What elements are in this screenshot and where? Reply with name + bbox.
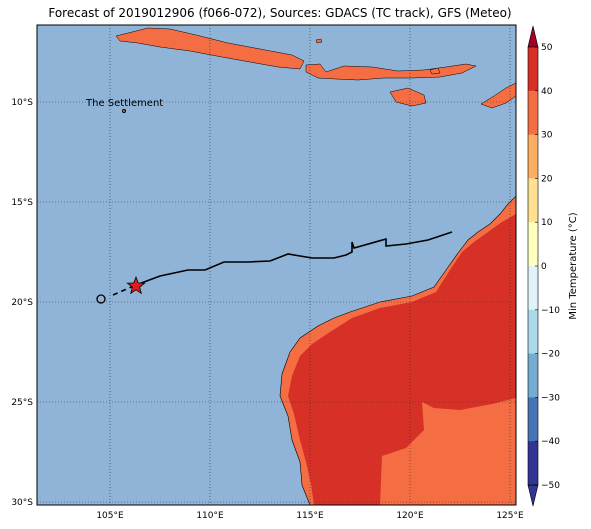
colorbar-tick-label: 10: [541, 218, 553, 228]
colorbar-tick-label: −50: [541, 481, 560, 491]
lon-tick: 125°E: [496, 511, 524, 521]
colorbar-band: [528, 309, 538, 355]
map-area: The Settlement: [37, 25, 516, 505]
colorbar-band: [528, 397, 538, 442]
colorbar-band: [528, 266, 538, 311]
lat-axis: 10°S 15°S 20°S 25°S 30°S: [11, 98, 33, 508]
storm-track-line: [135, 231, 453, 286]
lesser-sunda-islands: [305, 63, 477, 81]
lat-tick: 25°S: [11, 398, 33, 408]
lon-axis: 105°E 110°E 115°E 120°E 125°E: [96, 511, 524, 521]
australia-hot-zone: [288, 214, 516, 505]
colorbar-tick-label: −30: [541, 393, 560, 403]
colorbar-band: [528, 47, 538, 92]
storm-origin-marker: [96, 294, 106, 304]
colorbar-band: [528, 353, 538, 398]
small-island-dot: [123, 110, 125, 112]
lon-tick: 110°E: [196, 511, 224, 521]
colorbar-title: Min Temperature (°C): [568, 212, 579, 319]
colorbar: 50 40 30 20 10 0 −10 −20 −30 −40 −50: [527, 25, 560, 507]
place-label-the-settlement: The Settlement: [85, 98, 163, 109]
colorbar-tick-label: 0: [541, 262, 547, 272]
lat-tick: 15°S: [11, 198, 33, 208]
islet: [315, 38, 323, 44]
australia-warm-pocket: [434, 406, 516, 456]
colorbar-tick-label: 30: [541, 131, 553, 141]
sumba-island: [389, 87, 427, 107]
colorbar-tick-label: 40: [541, 87, 553, 97]
colorbar-band: [528, 441, 538, 486]
lat-tick: 10°S: [11, 98, 33, 108]
map-frame: [36, 24, 517, 506]
colorbar-tick-label: −20: [541, 350, 560, 360]
graticule: [37, 25, 516, 505]
colorbar-bottom-arrow: [527, 484, 539, 507]
lat-tick: 20°S: [11, 298, 33, 308]
lon-tick: 115°E: [296, 511, 324, 521]
map-title: Forecast of 2019012906 (f066-072), Sourc…: [48, 6, 512, 20]
timor-island: [480, 82, 516, 109]
colorbar-tick-label: 20: [541, 174, 553, 184]
colorbar-top-arrow: [527, 25, 539, 48]
colorbar-tick-label: −10: [541, 306, 560, 316]
lon-tick: 105°E: [96, 511, 124, 521]
storm-current-position-star: [126, 275, 146, 295]
lat-tick: 30°S: [11, 498, 33, 508]
colorbar-band: [528, 222, 538, 267]
colorbar-band: [528, 90, 538, 136]
colorbar-tick-label: 50: [541, 43, 553, 53]
colorbar-tick-label: −40: [541, 437, 560, 447]
lon-tick: 120°E: [396, 511, 424, 521]
colorbar-band: [528, 178, 538, 223]
colorbar-band: [528, 134, 538, 179]
java-island: [115, 27, 305, 70]
islet: [429, 67, 441, 75]
